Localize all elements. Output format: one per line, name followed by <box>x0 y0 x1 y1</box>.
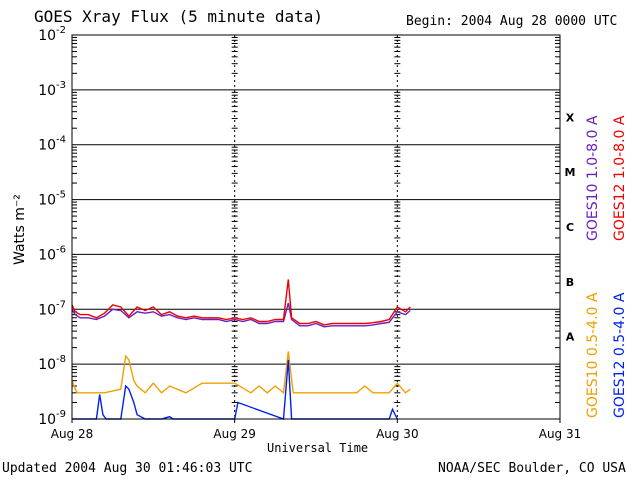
flare-class-label: A <box>566 331 575 344</box>
y-tick-label: 10-8 <box>38 354 66 373</box>
y-tick-label: 10-9 <box>38 409 66 428</box>
grid <box>72 35 560 419</box>
y-tick-label: 10-3 <box>38 80 66 99</box>
legend-entry: GOES12 1.0-8.0 A <box>612 115 628 241</box>
flare-class-labels: X M C B A <box>565 111 576 343</box>
plot-frame <box>71 34 561 420</box>
x-tick-label: Aug 29 <box>213 427 256 441</box>
data-source: NOAA/SEC Boulder, CO USA <box>438 461 626 476</box>
legend: GOES10 1.0-8.0 A GOES12 1.0-8.0 A GOES10 0… <box>585 115 628 418</box>
y-axis-label: Watts m⁻² <box>12 194 28 265</box>
series-line-3 <box>71 351 411 395</box>
y-tick-label: 10-6 <box>38 244 66 263</box>
series-line-2 <box>71 279 411 326</box>
y-tick-labels: 10-2 10-3 10-4 10-5 10-6 10-7 10-8 10-9 <box>38 25 66 428</box>
y-tick-label: 10-4 <box>38 135 66 154</box>
y-tick-label: 10-5 <box>38 190 66 209</box>
legend-entry: GOES10 0.5-4.0 A <box>585 292 601 418</box>
series-line-1 <box>71 302 411 328</box>
minor-ticks <box>72 37 560 403</box>
x-tick-label: Aug 31 <box>539 427 582 441</box>
chart-title: GOES Xray Flux (5 minute data) <box>34 7 323 26</box>
series-layer <box>71 279 411 420</box>
flare-class-label: M <box>565 166 576 179</box>
x-tick-label: Aug 30 <box>376 427 419 441</box>
y-tick-label: 10-2 <box>38 25 66 44</box>
legend-entry: GOES10 1.0-8.0 A <box>585 115 601 241</box>
x-tick-label: Aug 28 <box>51 427 94 441</box>
flare-class-label: B <box>566 276 574 289</box>
begin-time: Begin: 2004 Aug 28 0000 UTC <box>406 14 618 29</box>
updated-timestamp: Updated 2004 Aug 30 01:46:03 UTC <box>2 461 253 476</box>
flare-class-label: C <box>566 221 574 234</box>
x-tick-labels: Aug 28 Aug 29 Aug 30 Aug 31 <box>51 419 582 441</box>
y-tick-label: 10-7 <box>38 299 66 318</box>
legend-entry: GOES12 0.5-4.0 A <box>612 292 628 418</box>
flare-class-label: X <box>566 111 575 124</box>
x-axis-label: Universal Time <box>267 441 369 455</box>
